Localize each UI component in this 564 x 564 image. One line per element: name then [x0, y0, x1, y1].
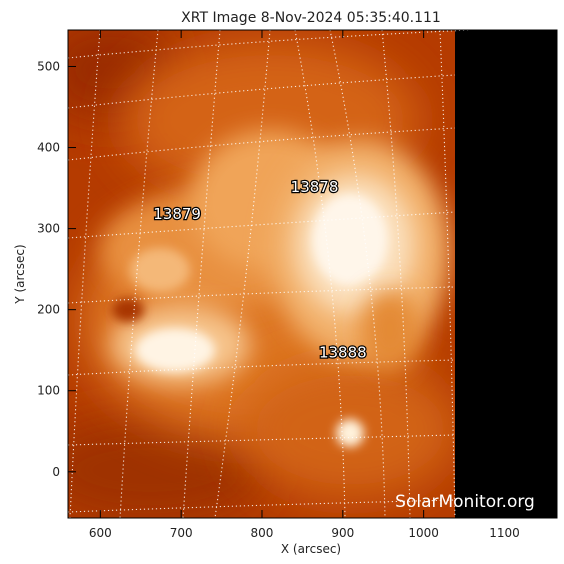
active-region-label: 13888: [319, 343, 367, 361]
y-tick-label: 300: [37, 222, 60, 236]
x-axis-ticks: [99, 30, 505, 518]
x-axis-tick-labels: 600 700 800 900 1000 1100: [89, 526, 520, 540]
y-tick-label: 200: [37, 303, 60, 317]
coordinate-grid: [68, 30, 471, 518]
active-region-label: 13879: [153, 205, 201, 223]
x-tick-label: 600: [89, 526, 112, 540]
image-title: XRT Image 8-Nov-2024 05:35:40.111: [181, 10, 441, 26]
x-tick-label: 1100: [489, 526, 520, 540]
y-axis-tick-labels: 0 100 200 300 400 500: [37, 59, 60, 478]
y-axis-ticks: [68, 65, 557, 473]
plot-frame: [67, 29, 558, 519]
y-tick-label: 500: [37, 59, 60, 73]
x-tick-label: 700: [170, 526, 193, 540]
y-tick-label: 100: [37, 384, 60, 398]
x-tick-label: 900: [331, 526, 354, 540]
active-region-label: 13878: [291, 178, 339, 196]
off-disk-region: [455, 30, 557, 518]
x-tick-label: 800: [251, 526, 274, 540]
x-tick-label: 1000: [408, 526, 439, 540]
x-axis-label: X (arcsec): [281, 542, 341, 556]
y-tick-label: 400: [37, 141, 60, 155]
solar-emission: [68, 30, 460, 518]
y-tick-label: 0: [52, 465, 60, 479]
solarmonitor-watermark: SolarMonitor.org: [395, 492, 535, 512]
y-axis-label: Y (arcsec): [13, 244, 27, 304]
active-region-labels: 13879 13878 13888: [152, 177, 368, 363]
